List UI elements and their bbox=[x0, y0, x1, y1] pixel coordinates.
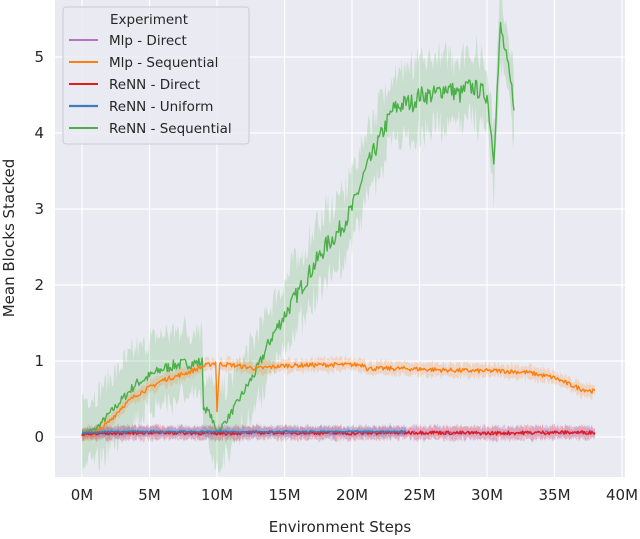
x-tick-label: 10M bbox=[201, 486, 233, 504]
x-tick-label: 40M bbox=[606, 486, 638, 504]
line-renn-sequential bbox=[81, 21, 515, 437]
legend-label: ReNN - Uniform bbox=[109, 99, 213, 115]
y-tick-label: 0 bbox=[34, 428, 44, 446]
legend-label: Mlp - Direct bbox=[109, 33, 187, 49]
y-axis-ticks: 0 1 2 3 4 5 bbox=[34, 48, 44, 446]
legend-label: ReNN - Sequential bbox=[109, 121, 232, 137]
line-renn-uniform bbox=[81, 430, 407, 435]
band-renn-sequential bbox=[82, 0, 514, 477]
x-tick-label: 20M bbox=[336, 486, 368, 504]
x-axis-ticks: 0M 5M 10M 15M 20M 25M 30M 35M 40M bbox=[71, 486, 638, 504]
x-axis-label: Environment Steps bbox=[269, 518, 412, 536]
y-axis-label: Mean Blocks Stacked bbox=[0, 159, 18, 318]
x-tick-label: 35M bbox=[538, 486, 570, 504]
legend: Experiment Mlp - Direct Mlp - Sequential R… bbox=[62, 6, 250, 145]
legend-title: Experiment bbox=[110, 12, 188, 28]
legend-label: Mlp - Sequential bbox=[109, 55, 218, 71]
x-tick-label: 5M bbox=[138, 486, 161, 504]
series-lines bbox=[81, 21, 596, 438]
y-tick-label: 3 bbox=[34, 200, 44, 218]
y-tick-label: 5 bbox=[34, 48, 44, 66]
x-tick-label: 30M bbox=[471, 486, 503, 504]
x-tick-label: 25M bbox=[403, 486, 435, 504]
line-mlp-sequential bbox=[81, 361, 596, 438]
legend-label: ReNN - Direct bbox=[109, 77, 200, 93]
x-tick-label: 15M bbox=[268, 486, 300, 504]
y-tick-label: 2 bbox=[34, 276, 44, 294]
y-tick-label: 4 bbox=[34, 124, 44, 142]
x-tick-label: 0M bbox=[71, 486, 94, 504]
y-tick-label: 1 bbox=[34, 352, 44, 370]
legend-box bbox=[62, 6, 250, 145]
